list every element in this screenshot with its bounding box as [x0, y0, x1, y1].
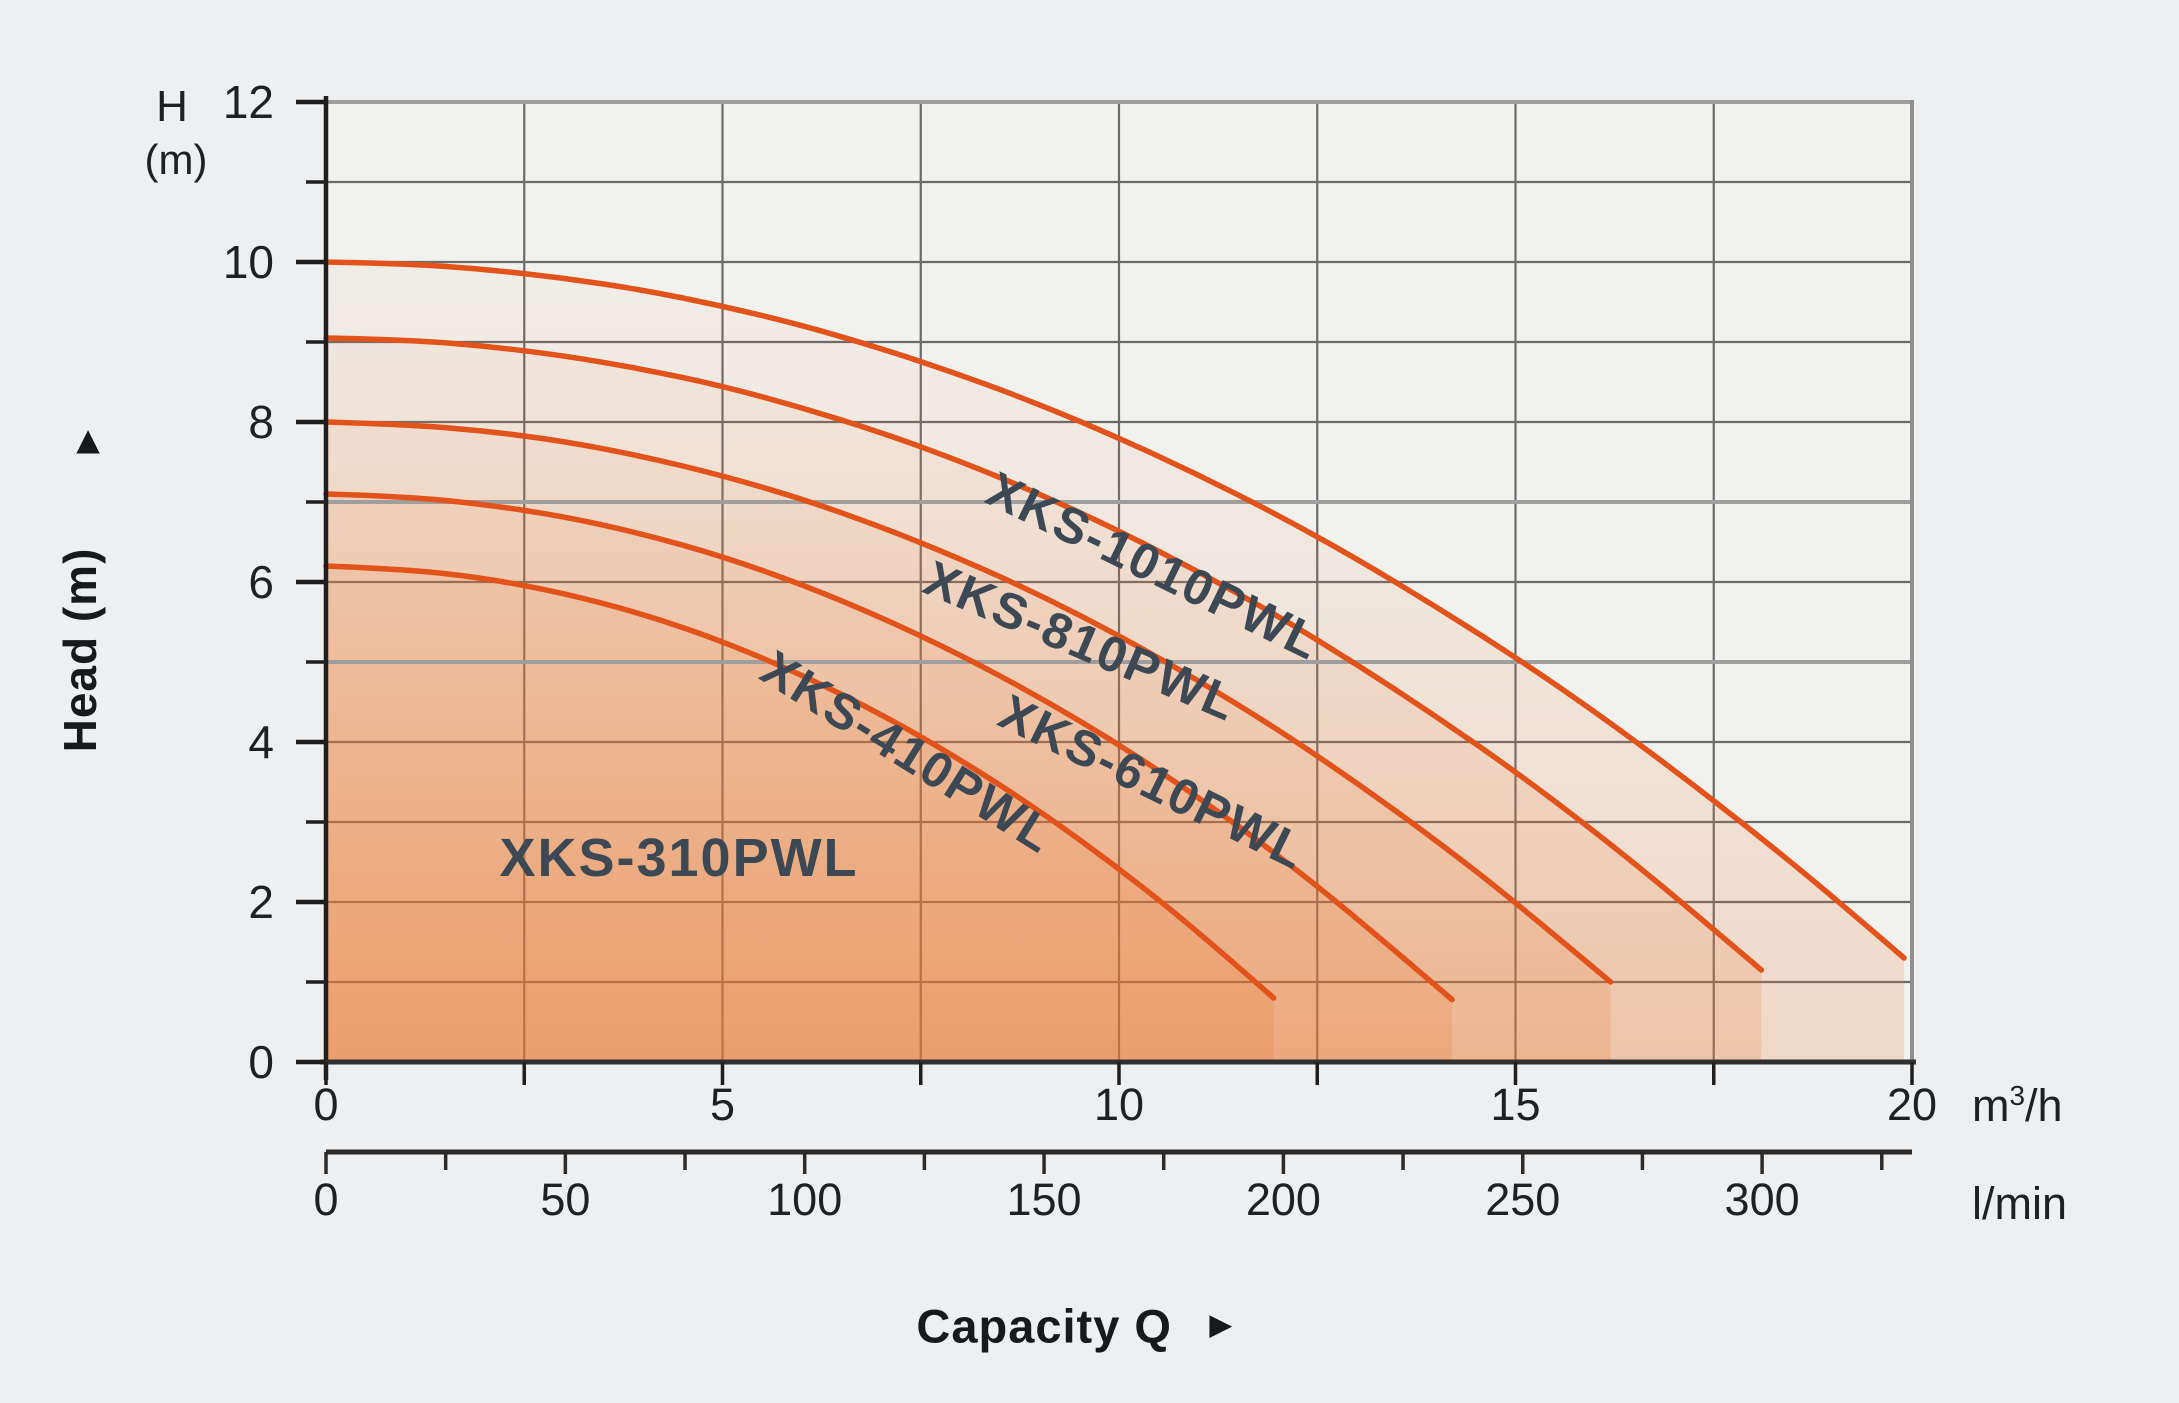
x-tick-label-lmin-100: 100: [767, 1174, 843, 1225]
m3h-exponent: 3: [2009, 1080, 2026, 1111]
y-tick-label-10: 10: [222, 236, 274, 288]
curve-XKS-410PWL: [323, 491, 1455, 1003]
capacity-axis-arrow-icon: ►: [1201, 1304, 1240, 1347]
y-tick-label-6: 6: [248, 556, 274, 608]
x-tick-label-lmin-250: 250: [1485, 1174, 1561, 1225]
x-tick-label-m3h-15: 15: [1490, 1079, 1541, 1130]
y-axis-symbol-unit: (m): [144, 136, 208, 183]
head-axis-arrow-icon: ▲: [68, 418, 108, 463]
curve-XKS-310PWL: [323, 563, 1277, 1001]
head-axis-title: Head (m): [54, 547, 106, 753]
x-tick-label-m3h-0: 0: [313, 1079, 339, 1130]
capacity-axis-title: Capacity Q: [916, 1299, 1172, 1353]
m3h-denominator: /h: [2025, 1080, 2063, 1131]
y-tick-label-12: 12: [222, 76, 274, 128]
lmin-unit-label: l/min: [1972, 1178, 2068, 1229]
x-tick-label-m3h-5: 5: [709, 1079, 736, 1130]
x-tick-label-lmin-150: 150: [1006, 1174, 1082, 1225]
m3h-base: m: [1972, 1080, 2010, 1131]
curve-label-XKS-310PWL: XKS-310PWL: [499, 828, 859, 888]
curve-XKS-810PWL: [323, 335, 1765, 973]
y-tick-label-2: 2: [248, 876, 274, 928]
x-tick-label-m3h-20: 20: [1886, 1079, 1938, 1130]
curve-XKS-1010PWL: [323, 259, 1907, 961]
x-tick-label-lmin-0: 0: [313, 1174, 339, 1225]
x-tick-label-lmin-200: 200: [1245, 1174, 1321, 1225]
y-tick-label-4: 4: [248, 716, 274, 768]
m3h-unit-label: m3/h: [1972, 1080, 2063, 1132]
x-tick-label-lmin-300: 300: [1724, 1174, 1800, 1225]
y-axis-symbol: H: [156, 82, 188, 131]
curve-XKS-610PWL: [323, 419, 1614, 985]
x-tick-label-lmin-50: 50: [540, 1174, 591, 1225]
x-tick-label-m3h-10: 10: [1093, 1079, 1145, 1130]
y-tick-label-8: 8: [248, 396, 274, 448]
y-tick-label-0: 0: [248, 1036, 274, 1088]
